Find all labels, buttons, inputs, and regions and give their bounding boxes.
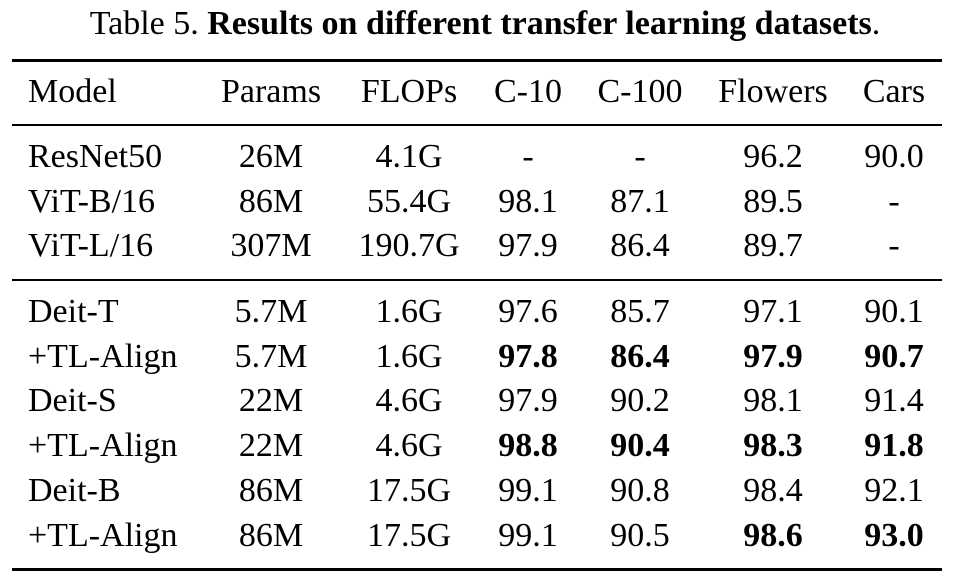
- cell-model: Deit-B: [28, 471, 121, 509]
- cell-c100: 86.4: [610, 337, 670, 375]
- table-row: ViT-B/16 86M 55.4G 98.1 87.1 89.5 -: [0, 180, 970, 224]
- cell-c100: 90.2: [610, 382, 670, 420]
- table-row: Deit-B 86M 17.5G 99.1 90.8 98.4 92.1: [0, 469, 970, 513]
- cell-c100: 87.1: [610, 182, 670, 220]
- cell-cars: 91.8: [864, 427, 924, 465]
- cell-c10: 99.1: [498, 516, 558, 554]
- cell-flowers: 98.3: [743, 427, 803, 465]
- cell-model: ViT-L/16: [28, 227, 154, 265]
- cell-flowers: 97.1: [743, 293, 803, 330]
- cell-cars: 90.0: [864, 138, 924, 175]
- header-flowers: Flowers: [718, 73, 828, 110]
- cell-params: 26M: [238, 138, 304, 175]
- table-row: Deit-T 5.7M 1.6G 97.6 85.7 97.1 90.1: [0, 290, 970, 334]
- header-cars: Cars: [862, 73, 926, 110]
- cell-params: 22M: [238, 382, 304, 420]
- cell-flops: 17.5G: [366, 516, 452, 554]
- cell-flops: 1.6G: [375, 337, 443, 375]
- cell-c100: 90.5: [610, 516, 670, 554]
- caption-label: Table 5.: [89, 5, 208, 42]
- table-row: +TL-Align 86M 17.5G 99.1 90.5 98.6 93.0: [0, 514, 970, 558]
- cell-c100: 85.7: [610, 293, 670, 330]
- cell-c100: 90.4: [610, 427, 670, 465]
- cell-c10: 97.8: [498, 337, 558, 375]
- cell-flowers: 89.7: [743, 227, 803, 265]
- cell-model: ViT-B/16: [28, 182, 156, 220]
- cell-flops: 17.5G: [366, 471, 452, 509]
- header-params: Params: [220, 73, 322, 110]
- cell-c100: -: [634, 138, 646, 175]
- header-c100: C-100: [597, 73, 683, 110]
- cell-c10: 98.1: [498, 182, 558, 220]
- cell-params: 86M: [238, 182, 304, 220]
- header-rule: [12, 124, 942, 126]
- cell-flops: 4.6G: [375, 382, 443, 420]
- table-row: ResNet50 26M 4.1G - - 96.2 90.0: [0, 135, 970, 179]
- cell-model: Deit-T: [28, 293, 119, 330]
- cell-c10: 99.1: [498, 471, 558, 509]
- cell-cars: 90.1: [864, 293, 924, 330]
- cell-c10: 98.8: [498, 427, 558, 465]
- cell-model: Deit-S: [28, 382, 117, 420]
- cell-params: 86M: [238, 471, 304, 509]
- cell-cars: 92.1: [864, 471, 924, 509]
- cell-flowers: 97.9: [743, 337, 803, 375]
- cell-flops: 1.6G: [375, 293, 443, 330]
- cell-cars: -: [888, 182, 900, 220]
- table-row: +TL-Align 5.7M 1.6G 97.8 86.4 97.9 90.7: [0, 335, 970, 379]
- table-caption: Table 5. Results on different transfer l…: [0, 4, 970, 44]
- header-flops: FLOPs: [360, 73, 458, 110]
- cell-params: 5.7M: [234, 337, 308, 375]
- header-row: Model Params FLOPs C-10 C-100 Flowers Ca…: [0, 70, 970, 114]
- cell-flowers: 89.5: [743, 182, 803, 220]
- cell-params: 22M: [238, 427, 304, 465]
- cell-model: +TL-Align: [28, 516, 178, 554]
- cell-cars: 93.0: [864, 516, 924, 554]
- cell-c100: 90.8: [610, 471, 670, 509]
- table-row: Deit-S 22M 4.6G 97.9 90.2 98.1 91.4: [0, 379, 970, 423]
- caption-title: Results on different transfer learning d…: [207, 5, 872, 42]
- cell-flowers: 98.6: [743, 516, 803, 554]
- cell-model: ResNet50: [28, 138, 163, 175]
- table-row: +TL-Align 22M 4.6G 98.8 90.4 98.3 91.8: [0, 424, 970, 468]
- cell-flops: 55.4G: [366, 182, 452, 220]
- top-rule: [12, 59, 942, 62]
- table-row: ViT-L/16 307M 190.7G 97.9 86.4 89.7 -: [0, 224, 970, 268]
- cell-c10: 97.9: [498, 227, 558, 265]
- cell-cars: 91.4: [864, 382, 924, 420]
- cell-flops: 190.7G: [358, 227, 460, 265]
- header-model: Model: [28, 73, 117, 110]
- cell-c10: 97.9: [498, 382, 558, 420]
- cell-params: 307M: [230, 227, 312, 265]
- cell-params: 86M: [238, 516, 304, 554]
- cell-flowers: 96.2: [743, 138, 803, 175]
- bottom-rule: [12, 568, 942, 571]
- cell-flowers: 98.4: [743, 471, 803, 509]
- header-c10: C-10: [494, 73, 562, 110]
- cell-flops: 4.6G: [375, 427, 443, 465]
- caption-period: .: [871, 5, 881, 42]
- cell-params: 5.7M: [234, 293, 308, 330]
- cell-flops: 4.1G: [375, 138, 443, 175]
- cell-cars: 90.7: [864, 337, 924, 375]
- cell-model: +TL-Align: [28, 337, 178, 375]
- cell-cars: -: [888, 227, 900, 265]
- cell-model: +TL-Align: [28, 427, 178, 465]
- group-separator-rule: [12, 279, 942, 281]
- cell-c10: 97.6: [498, 293, 558, 330]
- cell-c100: 86.4: [610, 227, 670, 265]
- cell-c10: -: [522, 138, 534, 175]
- cell-flowers: 98.1: [743, 382, 803, 420]
